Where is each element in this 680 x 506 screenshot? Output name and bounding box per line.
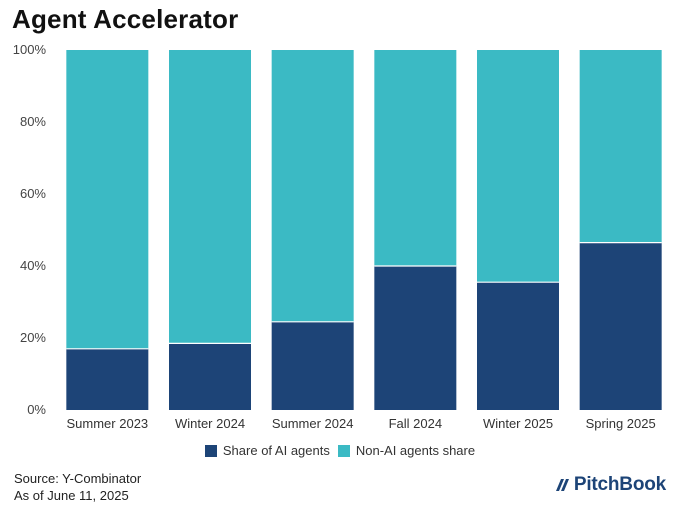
legend-item-ai: Share of AI agents [204,443,330,458]
bar-segment-non-ai [477,50,559,283]
bar-segment-non-ai [374,50,457,266]
legend-swatch-non-ai [337,444,350,457]
x-category-label: Winter 2024 [175,416,245,431]
bar-segment-non-ai [66,50,149,349]
bar-segment-non-ai [579,50,662,243]
logo-text: PitchBook [573,474,666,495]
y-tick-label: 0% [27,402,46,417]
chart-title: Agent Accelerator [12,4,239,34]
y-tick-label: 40% [20,258,46,273]
bar-segment-ai [477,282,559,410]
x-category-label: Spring 2025 [586,416,656,431]
x-category-label: Fall 2024 [389,416,442,431]
x-category-label: Winter 2025 [483,416,553,431]
source-line: Source: Y-Combinator [14,471,142,486]
bar-segment-ai [271,321,354,410]
bar-segment-ai [579,242,662,410]
y-tick-label: 100% [13,42,47,57]
y-tick-label: 20% [20,330,46,345]
bar-segment-ai [169,343,251,410]
x-category-label: Summer 2023 [67,416,149,431]
x-category-label: Summer 2024 [272,416,354,431]
legend: Share of AI agents Non-AI agents share [0,443,680,458]
legend-label-ai: Share of AI agents [222,443,330,458]
y-tick-label: 80% [20,114,46,129]
bar-segment-non-ai [169,50,251,344]
y-tick-label: 60% [20,186,46,201]
pitchbook-logo: PitchBook [555,474,666,496]
as-of-date: As of June 11, 2025 [14,488,129,503]
legend-item-non-ai: Non-AI agents share [337,443,476,458]
pitchbook-logo-icon [555,479,569,491]
legend-label-non-ai: Non-AI agents share [355,443,476,458]
stacked-bar-chart: 0% 20% 40% 60% 80% 100% Summer 2023 Winter 2024… [13,42,662,431]
bar-segment-non-ai [271,50,354,322]
legend-swatch-ai [204,444,217,457]
source-note: Source: Y-Combinator As of June 11, 2025 [14,470,141,504]
bar-segment-ai [374,266,457,410]
bar-segment-ai [66,348,149,410]
